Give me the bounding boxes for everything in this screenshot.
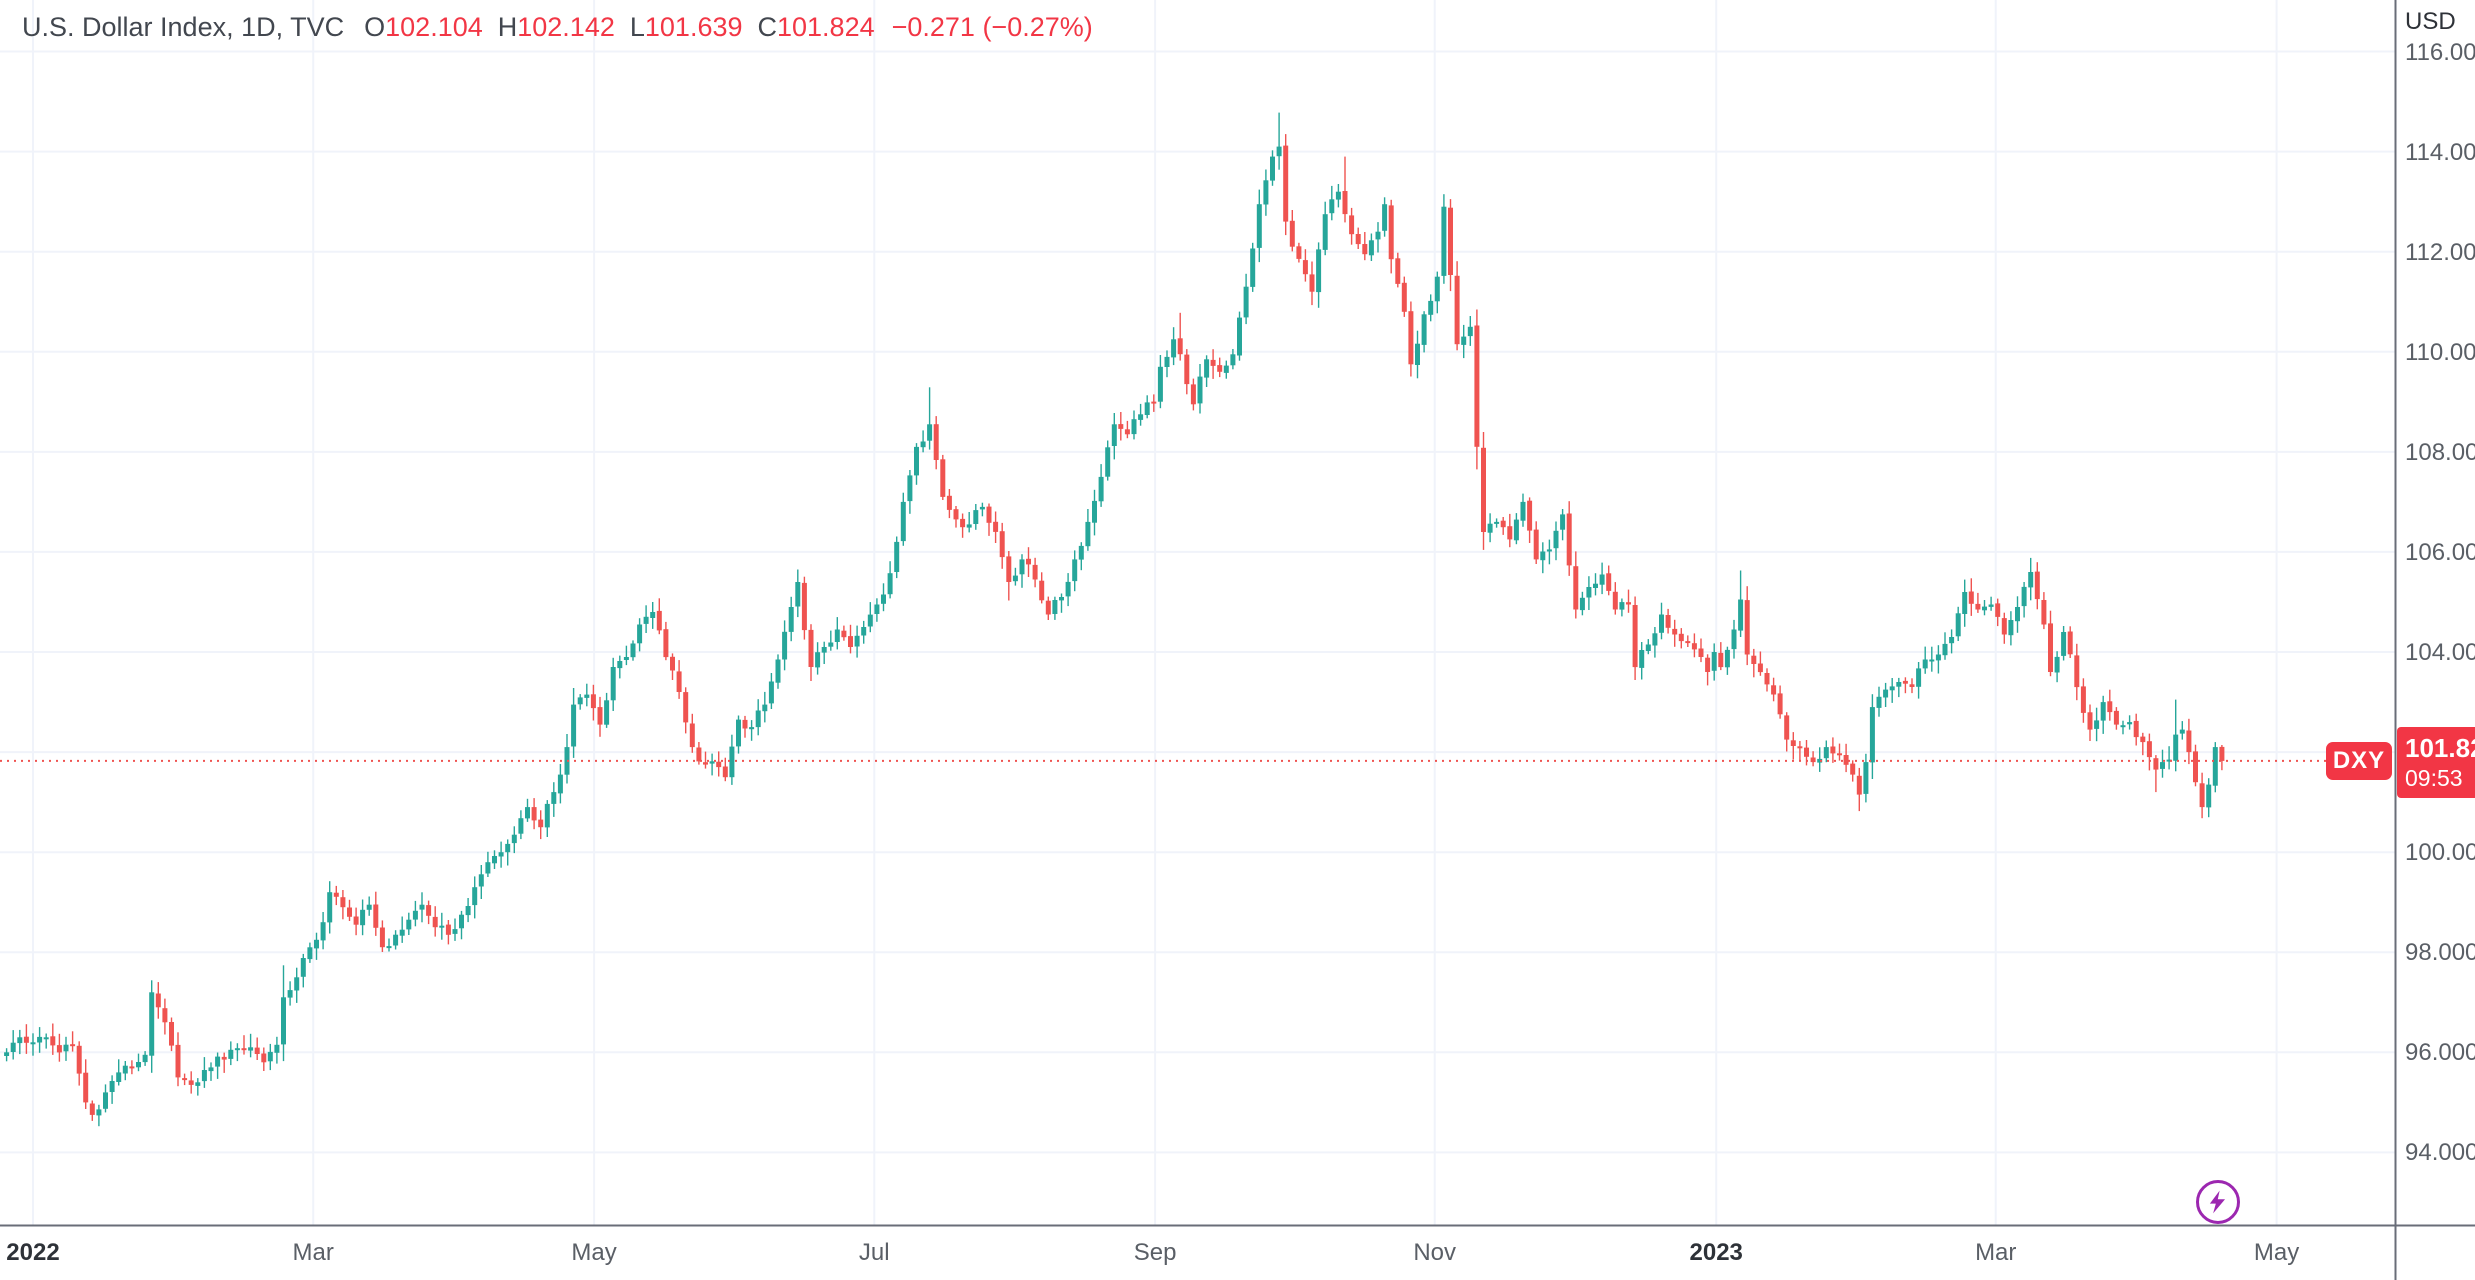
ohlc-close: C101.824: [757, 12, 875, 42]
symbol-legend[interactable]: U.S. Dollar Index, 1D, TVC O102.104 H102…: [22, 12, 1093, 43]
symbol-price-tag: DXY: [2326, 741, 2392, 780]
price-tick-label: 100.00: [2405, 839, 2475, 867]
time-tick-label: May: [571, 1239, 617, 1266]
time-tick-label: Mar: [292, 1239, 334, 1266]
grid-lines: [0, 0, 2395, 1225]
price-axis[interactable]: USD 101.82 09:53 116.00 114.00 112.00 110.0…: [2397, 0, 2475, 1225]
currency-label: USD: [2405, 8, 2456, 35]
countdown-timer: 09:53: [2405, 765, 2463, 792]
price-tick-label: 114.00: [2405, 138, 2475, 166]
time-axis[interactable]: 2022 Mar May Jul Sep Nov 2023 Mar May: [0, 1227, 2475, 1280]
price-tick-label: 104.00: [2405, 639, 2475, 667]
change-value: −0.271 (−0.27%): [891, 12, 1093, 42]
time-tick-label: Jul: [858, 1239, 890, 1266]
price-tick-label: 98.000: [2405, 939, 2475, 967]
last-price-box: 101.82 09:53: [2397, 726, 2475, 799]
ohlc-high: H102.142: [497, 12, 615, 42]
candlestick-series: [4, 112, 2225, 1127]
price-tick-label: 94.000: [2405, 1139, 2475, 1167]
time-tick-label: 2023: [1689, 1239, 1743, 1266]
time-tick-label: Mar: [1975, 1239, 2017, 1266]
last-price-value: 101.82: [2405, 732, 2475, 763]
ohlc-low: L101.639: [629, 12, 743, 42]
price-tick-label: 108.00: [2405, 438, 2475, 466]
symbol-title[interactable]: U.S. Dollar Index, 1D, TVC: [22, 12, 345, 42]
quick-trade-button[interactable]: [2196, 1180, 2240, 1224]
price-tick-label: 106.00: [2405, 538, 2475, 566]
time-tick-label: Nov: [1413, 1239, 1456, 1266]
price-tick-label: 110.00: [2405, 338, 2475, 366]
price-tick-label: 112.00: [2405, 238, 2475, 266]
time-tick-label: 2022: [6, 1239, 60, 1266]
time-tick-label: May: [2253, 1239, 2300, 1266]
lightning-icon: [2209, 1190, 2226, 1214]
price-tick-label: 116.00: [2405, 38, 2475, 66]
price-tick-label: 96.000: [2405, 1039, 2475, 1067]
time-tick-label: Sep: [1133, 1239, 1177, 1266]
ohlc-open: O102.104: [364, 12, 483, 42]
